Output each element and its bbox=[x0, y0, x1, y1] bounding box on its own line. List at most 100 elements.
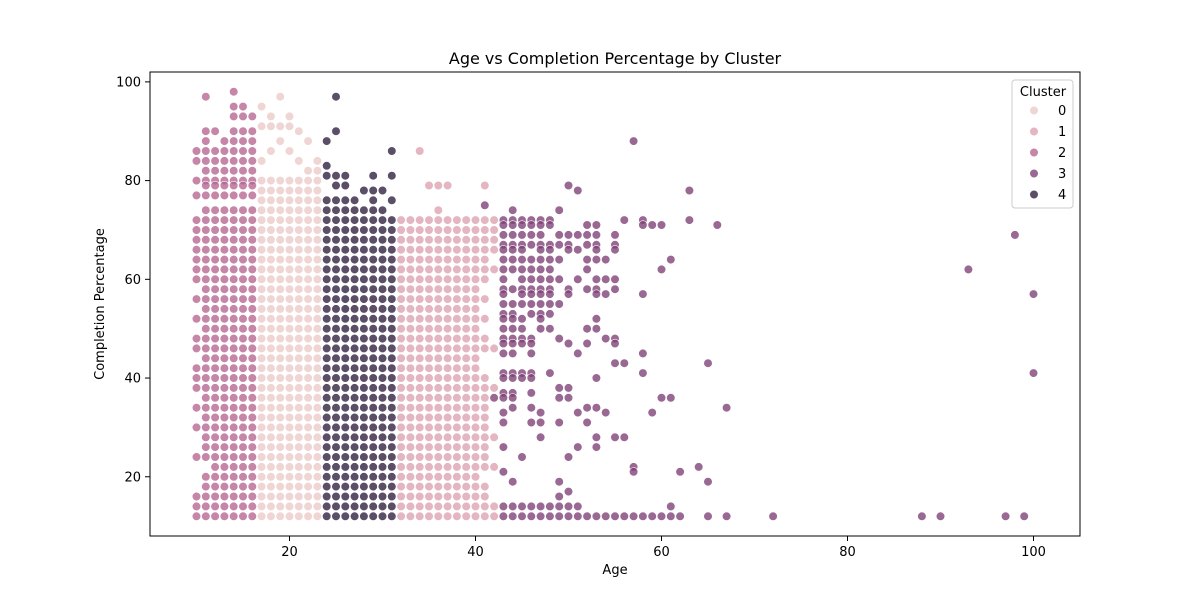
data-point bbox=[470, 274, 481, 284]
data-point bbox=[545, 274, 555, 284]
data-point bbox=[294, 442, 304, 452]
data-point bbox=[415, 245, 425, 255]
data-point bbox=[396, 304, 406, 314]
data-point bbox=[480, 274, 490, 284]
data-point bbox=[229, 393, 239, 403]
data-point bbox=[294, 185, 304, 196]
data-point bbox=[498, 408, 509, 418]
data-point bbox=[489, 264, 499, 275]
data-point bbox=[191, 403, 202, 413]
data-point bbox=[461, 422, 471, 433]
data-point bbox=[591, 511, 602, 521]
data-point bbox=[266, 482, 276, 492]
data-point bbox=[210, 294, 220, 304]
data-point bbox=[303, 245, 313, 255]
data-point bbox=[266, 511, 276, 521]
data-point bbox=[619, 358, 629, 368]
data-point bbox=[480, 245, 490, 255]
data-point bbox=[284, 245, 295, 255]
data-point bbox=[377, 412, 388, 423]
data-point bbox=[247, 412, 257, 423]
data-point bbox=[443, 274, 453, 284]
data-point bbox=[396, 294, 406, 304]
series-1 bbox=[396, 146, 499, 521]
data-point bbox=[368, 235, 378, 245]
data-point bbox=[638, 368, 648, 378]
data-point bbox=[219, 225, 229, 235]
data-point bbox=[387, 353, 397, 363]
data-point bbox=[498, 348, 509, 359]
data-point bbox=[480, 462, 490, 472]
data-point bbox=[387, 482, 397, 492]
data-point bbox=[433, 205, 443, 215]
data-point bbox=[535, 417, 546, 428]
legend-marker bbox=[1029, 147, 1039, 158]
data-point bbox=[405, 501, 416, 512]
data-point bbox=[210, 274, 220, 284]
data-point bbox=[294, 274, 304, 284]
data-point bbox=[303, 422, 313, 433]
data-point bbox=[294, 284, 304, 294]
data-point bbox=[461, 501, 471, 512]
data-point bbox=[284, 452, 295, 462]
data-point bbox=[312, 482, 323, 492]
data-point bbox=[489, 245, 499, 255]
data-point bbox=[201, 166, 211, 176]
data-point bbox=[526, 230, 536, 240]
data-point bbox=[350, 314, 360, 324]
data-point bbox=[433, 314, 443, 324]
data-point bbox=[415, 284, 425, 294]
data-point bbox=[219, 314, 229, 324]
data-point bbox=[201, 403, 211, 413]
data-point bbox=[387, 363, 397, 373]
data-point bbox=[322, 324, 332, 334]
data-point bbox=[284, 215, 295, 225]
data-point bbox=[312, 393, 323, 403]
data-point bbox=[257, 156, 267, 166]
data-point bbox=[238, 245, 248, 255]
data-point bbox=[257, 432, 267, 442]
data-point bbox=[331, 245, 341, 255]
data-point bbox=[359, 264, 369, 275]
data-point bbox=[684, 185, 695, 196]
data-point bbox=[331, 412, 341, 423]
data-point bbox=[340, 334, 350, 344]
data-point bbox=[350, 284, 360, 294]
data-point bbox=[433, 363, 443, 373]
data-point bbox=[340, 180, 350, 191]
data-point bbox=[368, 501, 378, 512]
data-point bbox=[461, 383, 471, 393]
data-point bbox=[247, 432, 257, 442]
data-point bbox=[517, 274, 527, 284]
data-point bbox=[210, 412, 220, 423]
data-point bbox=[387, 383, 397, 393]
data-point bbox=[470, 294, 481, 304]
data-point bbox=[201, 255, 211, 265]
data-point bbox=[452, 393, 462, 403]
data-point bbox=[368, 245, 378, 255]
data-point bbox=[443, 383, 453, 393]
data-point bbox=[312, 314, 323, 324]
data-point bbox=[443, 304, 453, 314]
data-point bbox=[229, 462, 239, 472]
data-point bbox=[210, 255, 220, 265]
data-point bbox=[284, 403, 295, 413]
data-point bbox=[396, 215, 406, 225]
data-point bbox=[210, 432, 220, 442]
data-point bbox=[387, 314, 397, 324]
data-point bbox=[303, 501, 313, 512]
data-point bbox=[424, 422, 434, 433]
data-point bbox=[201, 343, 211, 354]
data-point bbox=[229, 491, 239, 502]
data-point bbox=[470, 363, 481, 373]
data-point bbox=[433, 373, 443, 383]
data-point bbox=[415, 511, 425, 521]
data-point bbox=[628, 136, 639, 146]
x-axis-label: Age bbox=[602, 563, 627, 578]
data-point bbox=[340, 225, 350, 235]
data-point bbox=[415, 472, 425, 482]
data-point bbox=[303, 373, 313, 383]
data-point bbox=[284, 334, 295, 344]
data-point bbox=[238, 215, 248, 225]
data-point bbox=[396, 422, 406, 433]
